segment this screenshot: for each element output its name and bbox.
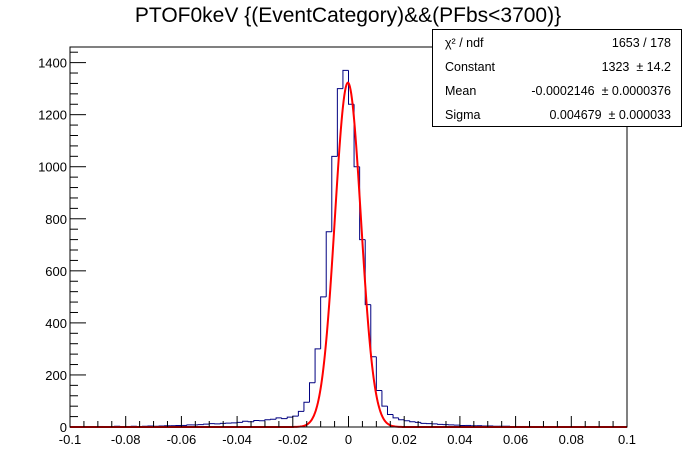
x-tick-label: 0.1 bbox=[618, 432, 636, 447]
stats-box: χ² / ndf 1653 / 178 Constant 1323 ± 14.2… bbox=[432, 29, 682, 127]
x-tick-label: -0.04 bbox=[222, 432, 252, 447]
stats-value-chi2: 1653 / 178 bbox=[611, 36, 671, 50]
histogram-bin bbox=[208, 423, 215, 425]
y-tick-label: 1200 bbox=[38, 108, 67, 123]
y-tick-label: 200 bbox=[45, 368, 67, 383]
histogram-bin bbox=[414, 421, 421, 423]
stats-row-chi2: χ² / ndf 1653 / 178 bbox=[433, 32, 681, 56]
y-tick-label: 800 bbox=[45, 212, 67, 227]
x-tick-label: 0.06 bbox=[503, 432, 528, 447]
x-tick-label: 0.02 bbox=[392, 432, 417, 447]
stats-label-chi2: χ² / ndf bbox=[445, 36, 484, 50]
histogram-bin bbox=[420, 422, 427, 424]
histogram-bin bbox=[309, 382, 316, 403]
histogram-bin bbox=[398, 417, 405, 421]
histogram-bin bbox=[247, 421, 254, 423]
stats-row-constant: Constant 1323 ± 14.2 bbox=[433, 56, 681, 80]
histogram-bin bbox=[275, 417, 282, 420]
histogram-bin bbox=[186, 424, 193, 426]
stats-label-mean: Mean bbox=[445, 84, 477, 98]
histogram-bin bbox=[342, 69, 349, 89]
x-tick-label: -0.06 bbox=[167, 432, 197, 447]
y-tick-label: 1000 bbox=[38, 160, 67, 175]
histogram-bin bbox=[370, 304, 377, 358]
histogram-bin bbox=[409, 420, 416, 423]
x-tick-label: 0 bbox=[345, 432, 352, 447]
x-tick-label: -0.08 bbox=[111, 432, 141, 447]
stats-label-constant: Constant bbox=[445, 60, 496, 74]
histogram-bin bbox=[242, 420, 249, 423]
histogram-bin bbox=[381, 390, 388, 407]
histogram-bin bbox=[336, 88, 343, 157]
histogram-bin bbox=[236, 421, 243, 423]
fit-layer bbox=[70, 81, 627, 428]
histogram-bin bbox=[437, 423, 444, 425]
stats-value-constant: 1323 ± 14.2 bbox=[601, 60, 671, 74]
stats-row-mean: Mean -0.0002146 ± 0.0000376 bbox=[433, 80, 681, 104]
histogram-bin bbox=[203, 423, 210, 425]
histogram-bin bbox=[386, 406, 394, 416]
histogram-bin bbox=[270, 418, 277, 420]
histogram-bin bbox=[253, 419, 260, 422]
chart-title: PTOF0keV {(EventCategory)&&(PFbs<3700)} bbox=[134, 4, 562, 27]
histogram-bin bbox=[292, 415, 299, 418]
x-tick-label: 0.04 bbox=[447, 432, 472, 447]
histogram-bin bbox=[364, 239, 371, 306]
stats-value-mean: -0.0002146 ± 0.0000376 bbox=[531, 84, 671, 98]
x-tick-label: -0.1 bbox=[59, 432, 81, 447]
gaussian-fit-curve bbox=[70, 81, 627, 428]
x-tick-label: -0.02 bbox=[278, 432, 308, 447]
histogram-bin bbox=[281, 417, 288, 420]
histogram-bin bbox=[314, 348, 321, 383]
histogram-bin bbox=[325, 231, 332, 297]
histogram-bin bbox=[264, 419, 271, 421]
histogram-bin bbox=[331, 155, 338, 232]
histogram-bin bbox=[297, 410, 304, 417]
y-tick-label: 0 bbox=[60, 420, 67, 435]
stats-row-sigma: Sigma 0.004679 ± 0.000033 bbox=[433, 104, 681, 128]
axes-layer: -0.1 -0.08 -0.06 -0.04 -0.02 0 0.02 0.04 0.06 0.0… bbox=[38, 46, 636, 447]
histogram-bin bbox=[375, 356, 382, 392]
histogram-bin bbox=[286, 416, 293, 419]
histogram-bin bbox=[392, 414, 399, 419]
y-tick-label: 400 bbox=[45, 316, 67, 331]
stats-value-sigma: 0.004679 ± 0.000033 bbox=[549, 108, 671, 122]
x-tick-label: 0.08 bbox=[559, 432, 584, 447]
y-tick-label: 600 bbox=[45, 264, 67, 279]
stats-label-sigma: Sigma bbox=[445, 108, 481, 122]
histogram-bin bbox=[219, 422, 226, 424]
histogram-bin bbox=[403, 419, 410, 422]
histogram-bin bbox=[320, 296, 327, 349]
y-tick-label: 1400 bbox=[38, 56, 67, 71]
histogram-bin bbox=[303, 401, 310, 412]
